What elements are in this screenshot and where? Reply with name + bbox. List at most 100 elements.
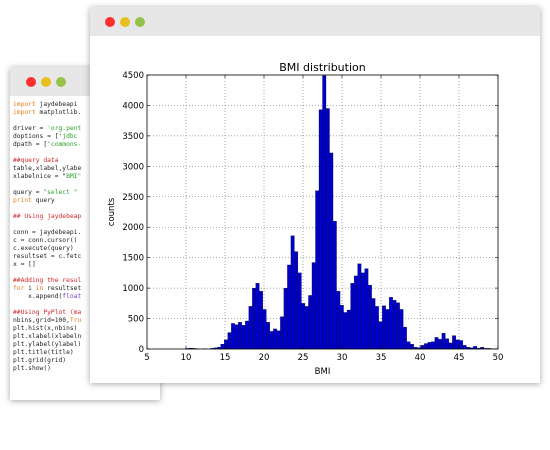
maximize-window-button[interactable]	[135, 17, 145, 27]
histogram-bar	[346, 309, 351, 350]
x-tick-label: 50	[493, 353, 504, 363]
histogram-bar	[473, 346, 478, 350]
histogram-bar	[329, 152, 334, 350]
maximize-window-button[interactable]	[56, 77, 66, 87]
histogram-bar	[392, 300, 397, 350]
code-line: c.execute(query)	[13, 245, 160, 253]
histogram-bar	[357, 263, 362, 350]
code-line: ## Using jaydebeap	[13, 213, 160, 221]
histogram-bar	[424, 343, 428, 350]
code-token: x.append(	[13, 293, 63, 300]
code-editor[interactable]: import jaydebeapi import matplotlib. drive…	[10, 96, 160, 373]
histogram-bar	[241, 325, 246, 350]
code-token: plt.hist(x,nbins)	[13, 325, 78, 332]
chart-title: BMI distribution	[279, 61, 365, 74]
code-token: ## Using jaydebeap	[13, 213, 82, 220]
histogram-bar	[350, 283, 355, 350]
histogram-bar	[273, 328, 277, 350]
code-line: xlabelnice = "BMI"	[13, 173, 160, 181]
code-line: plt.hist(x,nbins)	[13, 325, 160, 333]
x-tick-label: 15	[220, 353, 231, 363]
code-line: import matplotlib.	[13, 109, 160, 117]
code-token: c.execute(query)	[13, 245, 74, 252]
y-tick-label: 1000	[122, 284, 144, 294]
histogram-bar	[434, 337, 439, 350]
code-line: query = "select "	[13, 189, 160, 197]
code-token: conn = jaydebeapi.	[13, 229, 82, 236]
chart-window: BMI distribution 5 10 15 20 25 30 35 40 45 50 0 500…	[90, 7, 540, 383]
code-token: plt.grid(grid)	[13, 357, 67, 364]
histogram-bar	[318, 109, 323, 350]
chart-window-titlebar	[90, 7, 540, 36]
minimize-window-button[interactable]	[120, 17, 130, 27]
code-line: plt.xlabel(xlabeln	[13, 333, 160, 341]
code-token: plt.ylabel(ylabel)	[13, 341, 82, 348]
code-line: x.append(float	[13, 293, 160, 301]
histogram-bar	[227, 332, 232, 350]
histogram-bar	[238, 322, 242, 350]
histogram-bar	[248, 306, 253, 350]
code-token: doptions = ['	[13, 133, 63, 140]
close-window-button[interactable]	[105, 17, 115, 27]
code-line: c = conn.cursor()	[13, 237, 160, 245]
code-token: table,xlabel,ylabe	[13, 165, 82, 172]
code-token: query	[31, 197, 55, 204]
code-token: resultset = c.fetc	[13, 253, 82, 260]
close-window-button[interactable]	[26, 77, 36, 87]
histogram-bar	[399, 309, 404, 350]
histogram-bar	[287, 264, 292, 350]
histogram-bar	[304, 306, 309, 350]
histogram-chart: BMI distribution 5 10 15 20 25 30 35 40 45 500500…	[107, 61, 504, 377]
code-line: x = []	[13, 261, 160, 269]
y-tick-label: 1500	[122, 254, 144, 264]
histogram-bar	[266, 322, 270, 350]
code-line: for i in resultset	[13, 285, 160, 293]
code-token: x = []	[13, 261, 36, 268]
histogram-bar	[375, 306, 379, 350]
histogram-bar	[360, 272, 365, 350]
code-line: dpath = ['commons-	[13, 141, 160, 149]
y-tick-label: 3500	[122, 132, 144, 142]
code-line: driver = 'org.pent	[13, 125, 160, 133]
code-token: plt.xlabel(xlabeln	[13, 333, 82, 340]
histogram-bar	[389, 297, 393, 350]
histogram-bar	[385, 309, 390, 350]
code-token: jdbc	[62, 133, 78, 140]
x-axis-label: BMI	[315, 367, 331, 377]
histogram-bar	[339, 305, 344, 350]
code-line: print query	[13, 197, 160, 205]
histogram-bar	[280, 316, 285, 350]
bars	[185, 75, 499, 350]
histogram-bar	[343, 312, 348, 350]
code-token: 'org.pent	[47, 125, 82, 132]
code-token: commons-	[50, 141, 82, 148]
code-token: print	[13, 197, 32, 204]
code-line: plt.show()	[13, 365, 160, 373]
x-tick-label: 5	[144, 353, 149, 363]
histogram-bar	[301, 303, 306, 350]
y-axis-label: counts	[107, 197, 117, 226]
histogram-bar	[262, 309, 267, 350]
histogram-bar	[336, 291, 341, 350]
code-token: query =	[13, 189, 44, 196]
histogram-bar	[259, 291, 263, 350]
code-line: conn = jaydebeapi.	[13, 229, 160, 237]
y-tick-label: 0	[139, 345, 144, 355]
y-tick-label: 4000	[122, 101, 144, 111]
histogram-bar	[448, 342, 453, 350]
histogram-bar	[311, 262, 316, 350]
code-line: plt.grid(grid)	[13, 357, 160, 365]
code-token: ##Adding the resul	[13, 277, 82, 284]
histogram-bar	[452, 335, 457, 350]
minimize-window-button[interactable]	[41, 77, 51, 87]
code-token: matplotlib.	[35, 109, 82, 116]
code-line: ##query data	[13, 157, 160, 165]
code-token: float	[62, 293, 82, 300]
code-token: Tru	[69, 317, 82, 324]
histogram-bar	[255, 283, 260, 350]
histogram-bar	[427, 342, 432, 350]
code-token: "select "	[43, 189, 78, 196]
code-token: in	[35, 285, 44, 292]
x-tick-label: 40	[415, 353, 426, 363]
code-token: for	[13, 285, 25, 292]
